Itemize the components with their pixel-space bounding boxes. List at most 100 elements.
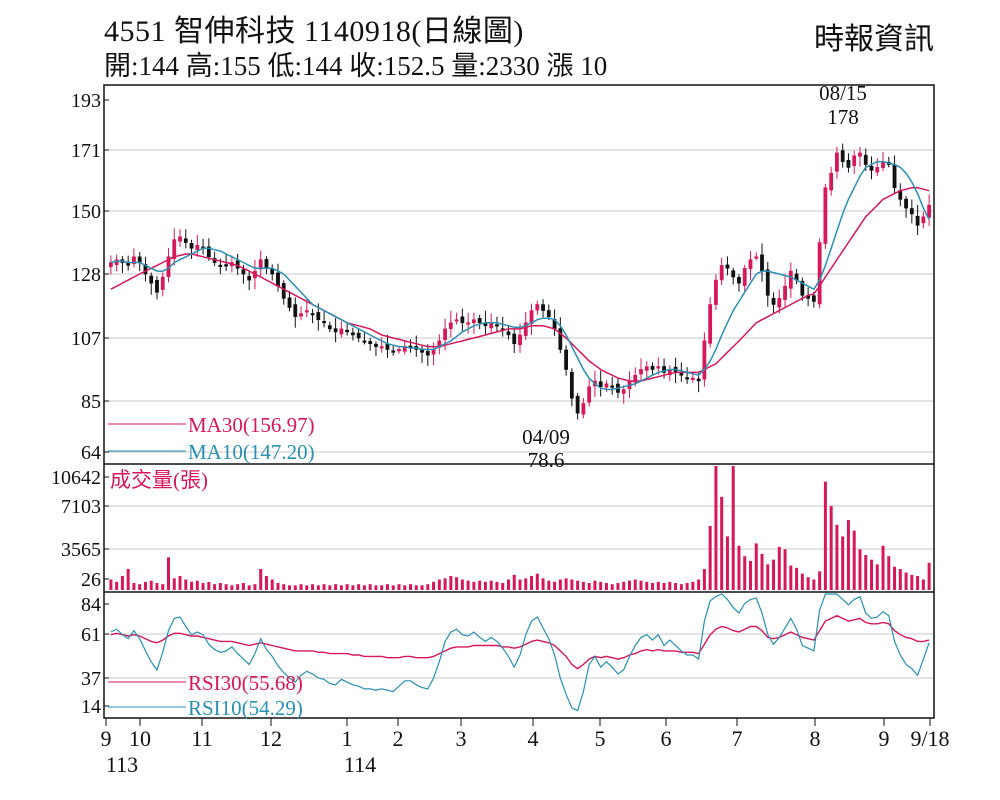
candle-body [546, 310, 551, 317]
candle-body [575, 395, 580, 414]
candle-body [737, 277, 741, 284]
volume-bar [639, 580, 643, 590]
volume-bar [339, 585, 343, 590]
candle-body [270, 268, 275, 275]
volume-bar [385, 584, 389, 590]
volume-bar [789, 565, 793, 590]
candle-body [535, 304, 540, 311]
volume-bar [218, 583, 222, 590]
candle-body [466, 322, 471, 325]
ma10-legend: MA10(147.20) [188, 440, 315, 464]
volume-bar [685, 583, 689, 590]
volume-bar [253, 584, 257, 590]
volume-tick-label: 26 [81, 569, 101, 591]
candle-body [696, 378, 701, 382]
volume-bar [213, 584, 217, 590]
candle-body [708, 304, 713, 344]
volume-bar [207, 581, 211, 590]
volume-bar [708, 525, 712, 590]
candle-body [598, 381, 603, 387]
volume-bar [599, 581, 603, 590]
price-tick-label: 85 [81, 391, 101, 413]
candle-body [650, 365, 655, 370]
volume-bar [691, 581, 695, 590]
candle-body [247, 275, 252, 281]
x-month-label: 4 [528, 726, 539, 751]
volume-tick-label: 3565 [61, 539, 101, 561]
candle-body [454, 319, 459, 322]
x-month-label: 3 [456, 726, 467, 751]
rsi-tick-label: 37 [81, 668, 101, 690]
volume-bar [357, 584, 361, 590]
candle-body [512, 333, 517, 345]
volume-bar [875, 564, 879, 590]
volume-bar [264, 576, 268, 590]
candle-body [765, 269, 770, 296]
candle-body [356, 332, 361, 339]
volume-bar [305, 585, 309, 590]
candle-body [621, 389, 626, 394]
candle-body [310, 313, 315, 316]
volume-bar [432, 581, 436, 590]
candle-body [495, 324, 499, 327]
volume-bar [806, 577, 810, 590]
volume-bar [772, 559, 776, 590]
volume-bar [766, 564, 770, 590]
volume-bar [547, 580, 551, 590]
volume-bar [570, 579, 574, 590]
candle-body [909, 208, 914, 215]
volume-bar [495, 581, 499, 590]
volume-tick-label: 10642 [51, 467, 101, 489]
volume-bar [109, 579, 113, 590]
ma30-legend: MA30(156.97) [188, 413, 315, 437]
rsi30-line [110, 614, 930, 670]
x-month-label: 12 [260, 726, 282, 751]
candle-body [904, 198, 908, 209]
volume-bar [472, 581, 476, 590]
candle-body [558, 328, 563, 350]
volume-bar [714, 466, 718, 590]
volume-bar [610, 584, 614, 590]
volume-bar [362, 585, 366, 590]
volume-bar [345, 584, 349, 590]
volume-bar [143, 581, 147, 590]
volume-bar [201, 583, 205, 590]
candle-body [385, 343, 390, 350]
candle-body [397, 349, 401, 352]
volume-bar [443, 578, 447, 590]
candle-body [143, 264, 148, 275]
volume-bar [593, 580, 597, 590]
candle-body [425, 351, 430, 356]
candle-body [258, 259, 263, 270]
candle-body [448, 322, 453, 329]
candle-body [195, 245, 200, 251]
volume-bar [449, 576, 453, 590]
candle-body [788, 270, 793, 289]
x-month-label: 9/18 [910, 726, 949, 751]
candle-body [783, 285, 787, 300]
volume-bar [138, 584, 142, 590]
volume-bar [921, 579, 925, 590]
candle-body [569, 371, 574, 399]
x-month-label: 9 [879, 726, 890, 751]
rsi30-legend: RSI30(55.68) [188, 671, 303, 695]
volume-bar [898, 569, 902, 590]
candle-body [477, 318, 482, 324]
volume-bar [178, 576, 182, 590]
x-month-label: 5 [595, 726, 606, 751]
candle-body [777, 298, 782, 308]
candle-body [379, 346, 384, 349]
x-month-label: 6 [661, 726, 672, 751]
candle-body [760, 254, 764, 272]
high-annotation-value: 178 [827, 105, 859, 129]
candle-body [132, 256, 136, 265]
volume-bar [184, 579, 188, 590]
candle-body [327, 325, 332, 330]
volume-bar [501, 583, 505, 590]
candle-body [293, 304, 298, 317]
candle-body [817, 242, 822, 305]
volume-bar [893, 566, 897, 590]
candle-body [149, 275, 154, 284]
candle-body [178, 236, 182, 242]
x-year-label: 114 [344, 752, 376, 777]
